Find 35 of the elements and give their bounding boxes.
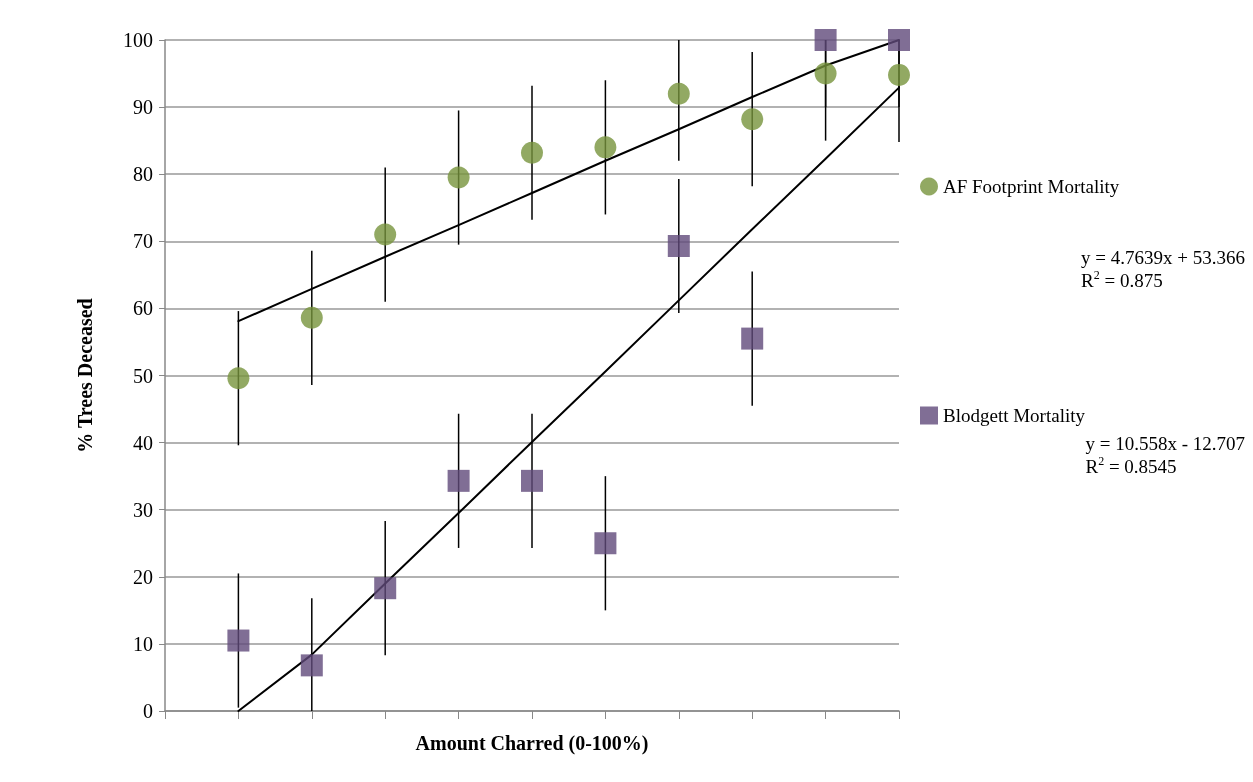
point bbox=[300, 654, 323, 677]
legend-label: Blodgett Mortality bbox=[943, 405, 1086, 426]
y-tick-label: 60 bbox=[133, 297, 153, 320]
y-tick-label: 90 bbox=[133, 96, 153, 119]
y-tick-label: 10 bbox=[133, 632, 153, 655]
point bbox=[888, 29, 910, 51]
legend-label: AF Footprint Mortality bbox=[943, 176, 1120, 197]
point bbox=[227, 629, 250, 652]
x-axis-title: Amount Charred (0-100%) bbox=[415, 732, 649, 755]
point bbox=[300, 306, 323, 329]
point bbox=[447, 469, 470, 492]
y-tick-label: 20 bbox=[133, 565, 153, 588]
point bbox=[227, 367, 250, 390]
point bbox=[447, 166, 470, 189]
point bbox=[594, 532, 617, 555]
y-tick-label: 100 bbox=[123, 29, 153, 51]
point bbox=[888, 63, 910, 86]
point bbox=[814, 29, 837, 51]
y-tick-label: 0 bbox=[143, 700, 153, 722]
y-axis-title: % Trees Deceased bbox=[74, 298, 96, 453]
point bbox=[594, 136, 617, 159]
point bbox=[374, 577, 397, 600]
y-tick-label: 70 bbox=[133, 230, 153, 253]
point bbox=[667, 82, 690, 105]
point bbox=[667, 235, 690, 257]
point bbox=[741, 108, 764, 131]
y-tick-label: 40 bbox=[133, 431, 153, 454]
point bbox=[814, 62, 837, 85]
y-tick-label: 80 bbox=[133, 163, 153, 186]
point bbox=[374, 223, 397, 246]
point bbox=[741, 327, 764, 350]
y-tick-label: 30 bbox=[133, 498, 153, 521]
point bbox=[521, 141, 543, 164]
y-tick-label: 50 bbox=[133, 364, 153, 387]
point bbox=[521, 469, 543, 492]
